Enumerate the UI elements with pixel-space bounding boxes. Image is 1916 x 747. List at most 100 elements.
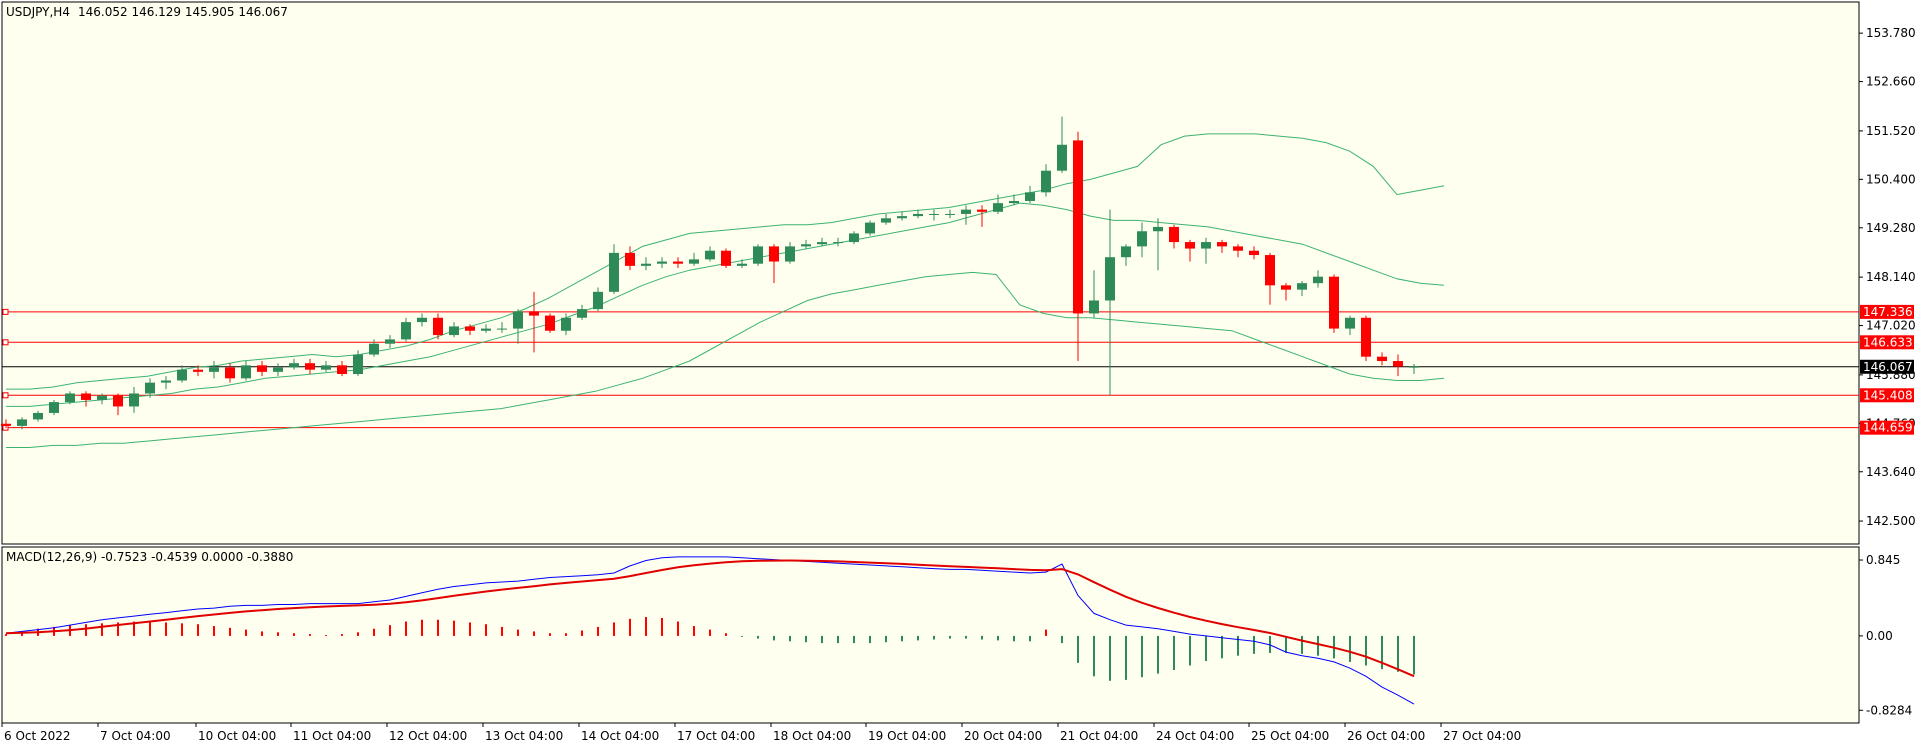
candle-45 [721, 248, 731, 269]
candle-body [129, 393, 139, 407]
candle-body [369, 343, 379, 355]
time-tick-label: 26 Oct 04:00 [1347, 729, 1425, 743]
level-anchor-2 [2, 392, 9, 399]
candle-72 [1153, 218, 1163, 271]
candle-body [641, 263, 651, 266]
candle-70 [1121, 244, 1131, 266]
level-anchor-0 [2, 308, 9, 315]
candle-body [929, 213, 939, 215]
band-lower [6, 271, 1445, 448]
candle-87 [1393, 354, 1403, 377]
candle-body [1345, 317, 1355, 329]
price-tick-label: 152.660 [1866, 75, 1916, 89]
candle-69 [1105, 209, 1115, 396]
time-tick-label: 10 Oct 04:00 [198, 729, 276, 743]
candle-body [625, 252, 635, 266]
candle-body [385, 339, 395, 344]
candle-43 [689, 252, 699, 266]
candle-7 [113, 393, 123, 416]
candle-body [1169, 226, 1179, 243]
candle-body [737, 263, 747, 266]
candle-body [1041, 170, 1051, 193]
candle-body [1105, 257, 1115, 301]
candle-body [1153, 226, 1163, 232]
candle-body [1089, 300, 1099, 314]
candle-body [1265, 255, 1275, 286]
price-tick-label: 151.520 [1866, 124, 1916, 138]
candle-body [561, 317, 571, 331]
candle-58 [929, 209, 939, 221]
candle-30 [481, 324, 491, 333]
candle-14 [225, 363, 235, 383]
macd-tick-label: -0.8284 [1866, 703, 1912, 717]
level-tag-bg-1 [1860, 335, 1914, 350]
candle-5 [81, 391, 91, 407]
candle-body [1409, 366, 1419, 368]
candle-body [1185, 242, 1195, 249]
candle-body [1009, 200, 1019, 204]
candle-body [401, 322, 411, 340]
macd-tick-label: 0.00 [1866, 629, 1893, 643]
candle-32 [513, 309, 523, 344]
time-tick-label: 17 Oct 04:00 [677, 729, 755, 743]
candle-46 [737, 259, 747, 269]
macd-title: MACD(12,26,9) -0.7523 -0.4539 0.0000 -0.… [6, 550, 293, 564]
candle-11 [177, 365, 187, 383]
candle-62 [993, 194, 1003, 214]
level-anchor-1 [2, 339, 9, 346]
candle-body [465, 326, 475, 331]
candle-79 [1265, 252, 1275, 305]
macd-axis: 0.845 0.00 -0.8284 [1859, 553, 1912, 717]
candle-88 [1409, 364, 1419, 375]
candle-body [1393, 361, 1403, 367]
macd-panel[interactable] [1, 546, 1860, 724]
candle-65 [1041, 164, 1051, 197]
time-tick-label: 18 Oct 04:00 [773, 729, 851, 743]
price-panel[interactable] [1, 1, 1860, 545]
candle-78 [1249, 246, 1259, 260]
candle-4 [65, 391, 75, 405]
candle-15 [241, 361, 251, 381]
candle-body [65, 393, 75, 403]
candle-body [513, 311, 523, 329]
candle-6 [97, 393, 107, 405]
candle-31 [497, 322, 507, 333]
band-upper [6, 133, 1445, 390]
candle-body [161, 380, 171, 383]
candle-17 [273, 363, 283, 377]
candle-18 [289, 358, 299, 370]
candle-16 [257, 361, 267, 377]
time-tick-label: 24 Oct 04:00 [1156, 729, 1234, 743]
candle-66 [1057, 116, 1067, 173]
time-axis: 6 Oct 2022 7 Oct 04:00 10 Oct 04:00 11 Oct … [1, 723, 1521, 743]
time-tick-label: 20 Oct 04:00 [964, 729, 1042, 743]
candle-71 [1137, 222, 1147, 258]
candle-9 [145, 378, 155, 398]
macd-line [5, 556, 1415, 705]
candle-body [209, 367, 219, 372]
candle-10 [161, 376, 171, 390]
candle-body [1329, 276, 1339, 329]
price-tick-label: 153.780 [1866, 26, 1916, 40]
candle-body [785, 246, 795, 262]
candle-60 [961, 205, 971, 225]
candle-body [577, 309, 587, 318]
candle-40 [641, 257, 651, 271]
candle-82 [1313, 270, 1323, 288]
candle-68 [1089, 270, 1099, 318]
candle-86 [1377, 352, 1387, 366]
candle-76 [1217, 239, 1227, 253]
candle-body [1249, 250, 1259, 256]
candle-body [97, 395, 107, 400]
chart-symbol: USDJPY,H4 [6, 5, 70, 19]
candle-19 [305, 358, 315, 375]
candle-2 [33, 410, 43, 422]
candle-36 [577, 304, 587, 320]
candle-20 [321, 361, 331, 372]
candle-body [113, 395, 123, 407]
candle-54 [865, 220, 875, 236]
candle-77 [1233, 244, 1243, 258]
candle-body [497, 328, 507, 330]
bid-tag-label: 146.067 [1863, 360, 1913, 374]
candle-body [1361, 317, 1371, 357]
